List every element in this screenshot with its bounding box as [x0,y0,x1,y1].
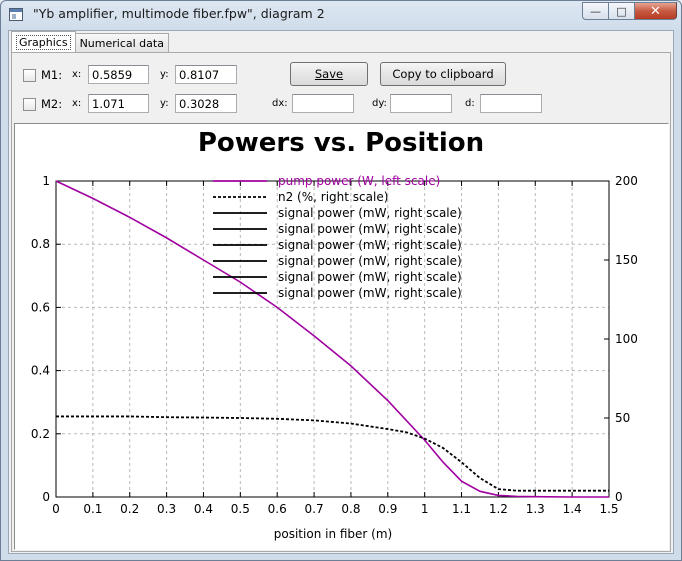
y-left-tick-label: 0.2 [31,427,50,441]
legend-label: signal power (mW, right scale) [278,254,462,268]
d-field[interactable] [480,94,542,113]
legend-label: pump power (W, left scale) [278,174,440,188]
x-tick-label: 0.4 [194,502,213,516]
y-left-tick-label: 0.8 [31,237,50,251]
m2-checkbox[interactable] [23,98,36,111]
close-button[interactable]: ✕ [634,2,677,20]
chart-title: Powers vs. Position [198,128,484,158]
m1-checkbox[interactable] [23,69,36,82]
m1-label: M1: [41,68,63,82]
y-right-tick-label: 50 [615,411,630,425]
y-left-tick-label: 0.6 [31,300,50,314]
maximize-icon: □ [616,4,627,18]
tab-graphics[interactable]: Graphics [11,31,76,52]
save-button-label: Save [314,67,344,81]
x-tick-label: 0.1 [83,502,102,516]
y-left-tick-label: 1 [42,174,50,188]
x-tick-label: 0.2 [120,502,139,516]
tab-graphics-label: Graphics [16,34,71,50]
chart-legend: pump power (W, left scale) n2 (%, right s… [213,174,462,300]
plot-area: 0 0.1 0.2 0.3 0.4 0.5 0.6 0.7 0.8 0.9 1 1.1 1.2 1.3 1.… [14,123,669,550]
x-tick-label: 1 [421,502,429,516]
minimize-button[interactable]: — [582,2,608,20]
legend-label: signal power (mW, right scale) [278,222,462,236]
legend-label: signal power (mW, right scale) [278,206,462,220]
x-tick-label: 0 [52,502,60,516]
m1-y-field[interactable]: 0.8107 [175,65,237,84]
dx-label: dx: [272,98,288,109]
x-tick-label: 0.9 [378,502,397,516]
m2-label: M2: [41,97,63,111]
tab-numerical-data-label: Numerical data [79,36,164,50]
y-right-tick-label: 200 [615,174,638,188]
m1-x-field[interactable]: 0.5859 [88,65,149,84]
legend-label: signal power (mW, right scale) [278,270,462,284]
m2-x-label: x: [72,98,82,109]
dy-label: dy: [372,98,387,109]
tab-strip: Graphics Numerical data [11,31,169,53]
tab-numerical-data[interactable]: Numerical data [74,33,169,52]
x-tick-label: 0.7 [305,502,324,516]
d-label: d: [465,98,475,109]
x-tick-label: 1.1 [452,502,471,516]
y-right-tick-label: 150 [615,253,638,267]
legend-label: n2 (%, right scale) [278,190,388,204]
x-tick-label: 1.2 [489,502,508,516]
client-area: Graphics Numerical data M1: x: 0.5859 y:… [8,30,674,554]
x-axis-label: position in fiber (m) [274,527,392,541]
app-icon[interactable] [9,8,23,21]
title-bar[interactable]: "Yb amplifier, multimode fiber.fpw", dia… [1,1,681,29]
window-title: "Yb amplifier, multimode fiber.fpw", dia… [33,6,325,21]
marker-row-m2: M2: x: 1.071 y: 0.3028 dx: dy: d: [12,93,668,115]
x-tick-label: 0.8 [341,502,360,516]
save-button[interactable]: Save [290,62,368,86]
dx-field[interactable] [292,94,354,113]
x-tick-label: 0.6 [268,502,287,516]
y-right-tick-label: 0 [615,490,623,504]
series-line-1 [56,415,609,492]
graphics-panel: M1: x: 0.5859 y: 0.8107 M2: x: 1.071 y: … [11,52,671,552]
m2-y-label: y: [160,98,169,109]
m2-x-field[interactable]: 1.071 [88,94,149,113]
copy-button-label: Copy to clipboard [392,67,494,81]
series-line-0 [55,180,609,498]
powers-chart: 0 0.1 0.2 0.3 0.4 0.5 0.6 0.7 0.8 0.9 1 1.1 1.2 1.3 1.… [31,128,638,541]
close-icon: ✕ [650,3,661,19]
dy-field[interactable] [390,94,452,113]
x-tick-label: 1.5 [599,502,618,516]
grid-lines [56,181,609,497]
y-left-tick-label: 0 [42,490,50,504]
axis-ticks: 0 0.1 0.2 0.3 0.4 0.5 0.6 0.7 0.8 0.9 1 1.1 1.2 1.3 1.… [31,174,638,516]
minimize-icon: — [590,4,601,18]
caption-buttons: — □ ✕ [582,2,677,20]
x-tick-label: 1.3 [526,502,545,516]
marker-row-m1: M1: x: 0.5859 y: 0.8107 [12,64,668,86]
y-right-tick-label: 100 [615,332,638,346]
x-tick-label: 0.3 [157,502,176,516]
legend-label: signal power (mW, right scale) [278,238,462,252]
m2-y-field[interactable]: 0.3028 [175,94,237,113]
y-left-tick-label: 0.4 [31,364,50,378]
x-tick-label: 0.5 [231,502,250,516]
copy-to-clipboard-button[interactable]: Copy to clipboard [380,62,506,86]
series-lines [55,180,609,498]
m1-x-label: x: [72,69,82,80]
m1-y-label: y: [160,69,169,80]
legend-label: signal power (mW, right scale) [278,286,462,300]
x-tick-label: 1.4 [563,502,582,516]
maximize-button[interactable]: □ [608,2,634,20]
